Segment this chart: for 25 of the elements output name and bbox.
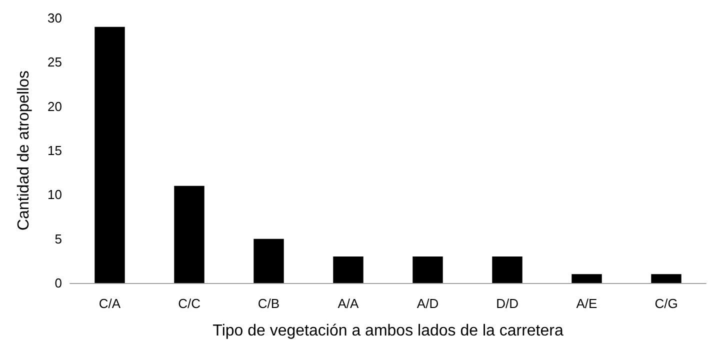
bar bbox=[174, 186, 204, 283]
bar bbox=[254, 238, 284, 283]
x-tick-label: A/D bbox=[416, 296, 439, 311]
y-tick-label: 10 bbox=[48, 187, 62, 202]
x-tick-label: A/A bbox=[338, 296, 360, 311]
y-tick-label: 0 bbox=[54, 276, 62, 290]
x-tick-label: A/E bbox=[576, 296, 598, 311]
y-axis-title: Cantidad de atropellos bbox=[16, 70, 32, 231]
x-tick-label: C/C bbox=[178, 296, 200, 311]
y-tick-label: 20 bbox=[48, 98, 62, 114]
bar bbox=[651, 274, 682, 283]
bar bbox=[412, 256, 443, 283]
y-tick-label: 15 bbox=[48, 143, 62, 158]
bar bbox=[572, 274, 602, 283]
x-axis-title: Tipo de vegetación a ambos lados de la carretera bbox=[212, 322, 564, 340]
x-tick-label: C/B bbox=[258, 296, 280, 311]
y-tick-label: 30 bbox=[48, 10, 62, 26]
bar bbox=[492, 256, 522, 283]
y-tick-label: 25 bbox=[48, 54, 62, 70]
x-tick-label: C/G bbox=[654, 296, 678, 311]
bar bbox=[94, 26, 125, 283]
bar bbox=[333, 256, 364, 283]
x-tick-label: D/D bbox=[496, 296, 518, 311]
x-tick-label: C/A bbox=[98, 296, 121, 311]
y-tick-label: 5 bbox=[54, 231, 62, 246]
